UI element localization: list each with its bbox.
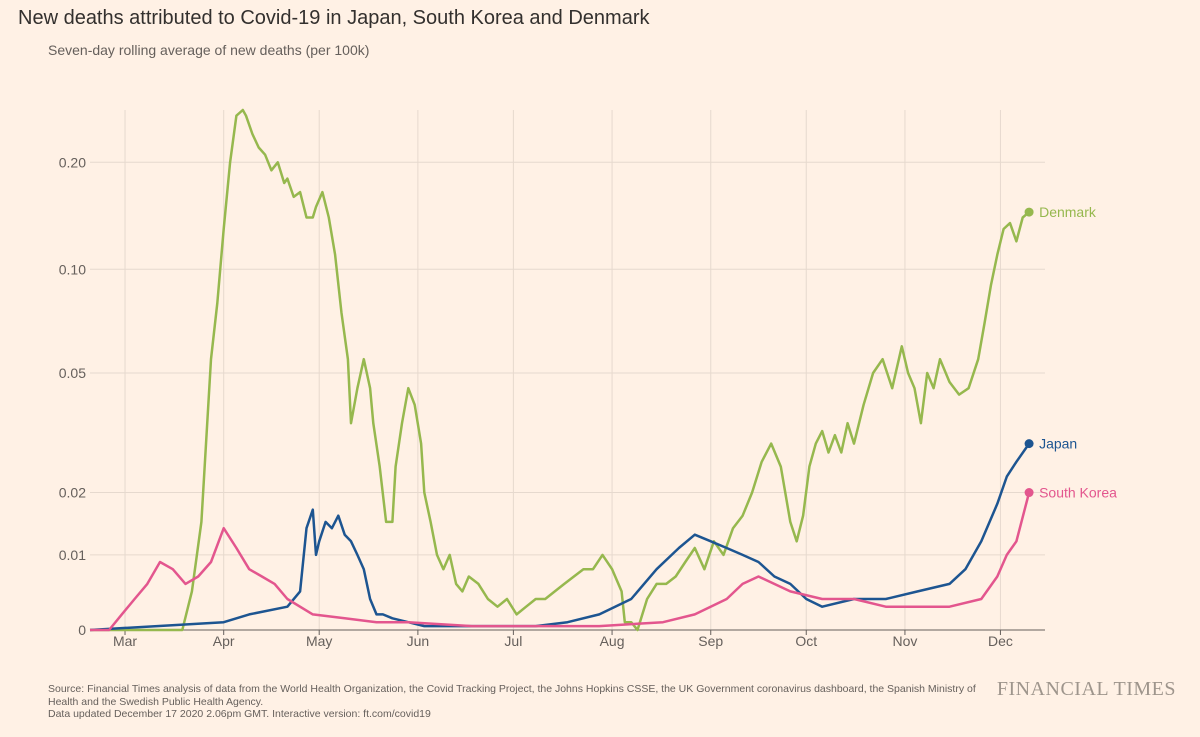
updated-note: Data updated December 17 2020 2.06pm GMT…: [48, 708, 431, 720]
south-korea-label: South Korea: [1039, 485, 1117, 501]
chart-title: New deaths attributed to Covid-19 in Jap…: [18, 7, 650, 29]
denmark-end-marker: [1024, 207, 1034, 217]
x-tick-label: Dec: [988, 633, 1013, 649]
denmark-label: Denmark: [1039, 204, 1097, 220]
y-tick-label: 0.02: [59, 485, 86, 501]
y-axis-ticks: 0 0.01 0.02 0.05 0.10 0.20: [59, 154, 86, 638]
y-tick-label: 0.05: [59, 365, 86, 381]
japan-end-marker: [1024, 439, 1034, 449]
source-note: Source: Financial Times analysis of data…: [48, 683, 976, 708]
x-tick-label: Apr: [213, 633, 235, 649]
x-tick-label: Mar: [113, 633, 137, 649]
x-tick-label: Nov: [892, 633, 917, 649]
south-korea-end-marker: [1024, 488, 1034, 498]
x-tick-label: Oct: [795, 633, 817, 649]
x-tick-label: May: [306, 633, 332, 649]
y-tick-label: 0: [78, 622, 86, 638]
gridlines: [90, 110, 1045, 630]
series-end-labels: Denmark Japan South Korea: [1024, 204, 1117, 501]
japan-line: [89, 442, 1031, 632]
chart-subtitle: Seven-day rolling average of new deaths …: [48, 42, 370, 58]
x-axis-ticks: Mar Apr May Jun Jul Aug Sep Oct Nov Dec: [113, 630, 1013, 649]
y-tick-label: 0.20: [59, 154, 86, 170]
south-korea-line: [90, 492, 1031, 632]
x-tick-label: Sep: [698, 633, 723, 649]
x-tick-label: Jul: [504, 633, 522, 649]
series-lines: [89, 108, 1031, 632]
ft-logo: FINANCIAL TIMES: [996, 678, 1176, 700]
y-tick-label: 0.10: [59, 261, 86, 277]
footer-notes: Source: Financial Times analysis of data…: [48, 683, 978, 721]
y-tick-label: 0.01: [59, 547, 86, 563]
x-tick-label: Jun: [407, 633, 430, 649]
denmark-line: [90, 108, 1030, 632]
x-tick-label: Aug: [600, 633, 625, 649]
japan-label: Japan: [1039, 436, 1077, 452]
